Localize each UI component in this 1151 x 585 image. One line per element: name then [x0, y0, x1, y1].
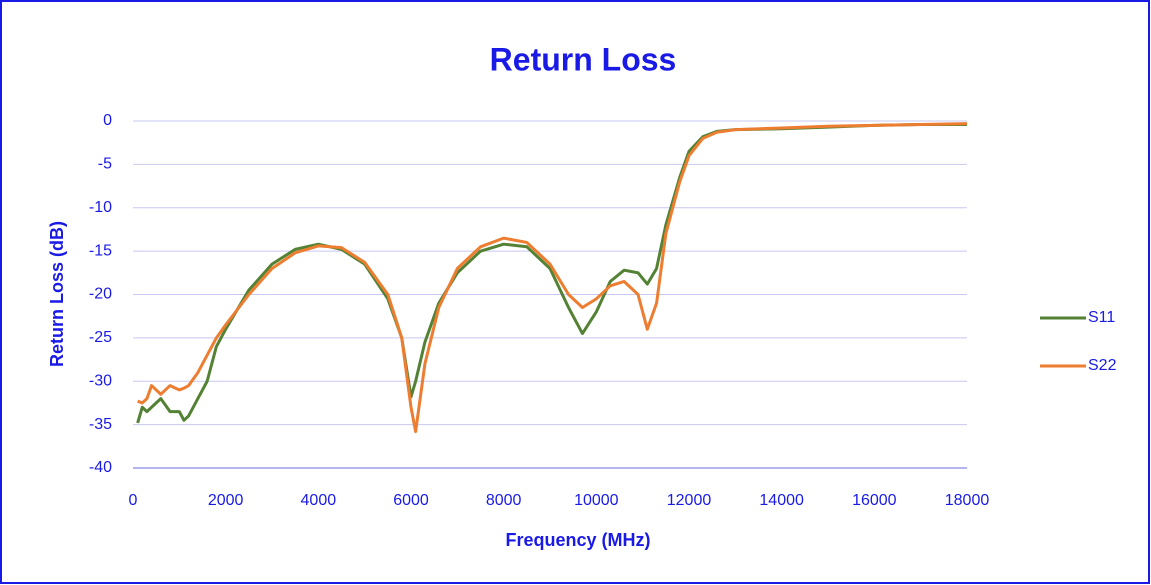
y-tick-label: 0	[103, 112, 112, 129]
x-tick-label: 4000	[301, 492, 337, 509]
y-tick-label: -40	[89, 459, 112, 476]
y-tick-label: -30	[89, 372, 112, 389]
x-tick-label: 12000	[667, 492, 712, 509]
x-tick-label: 14000	[759, 492, 804, 509]
line-series	[137, 122, 968, 434]
y-tick-label: -15	[89, 242, 112, 259]
y-tick-label: -35	[89, 416, 112, 433]
x-axis-label: Frequency (MHz)	[505, 530, 650, 550]
x-tick-label: 2000	[208, 492, 244, 509]
y-tick-label: -25	[89, 329, 112, 346]
legend-label: S11	[1088, 309, 1115, 326]
chart-title: Return Loss	[490, 41, 677, 77]
y-tick-label: -20	[89, 286, 112, 303]
x-tick-label: 6000	[393, 492, 429, 509]
x-tick-label: 8000	[486, 492, 522, 509]
legend-label: S22	[1088, 357, 1117, 374]
y-tick-label: -10	[89, 199, 112, 216]
x-tick-label: 18000	[945, 492, 990, 509]
x-tick-label: 16000	[852, 492, 897, 509]
y-axis-label: Return Loss (dB)	[47, 221, 67, 367]
y-tick-label: -5	[98, 156, 112, 173]
x-tick-label: 10000	[574, 492, 619, 509]
line-series	[136, 122, 967, 424]
x-tick-label: 0	[129, 492, 138, 509]
